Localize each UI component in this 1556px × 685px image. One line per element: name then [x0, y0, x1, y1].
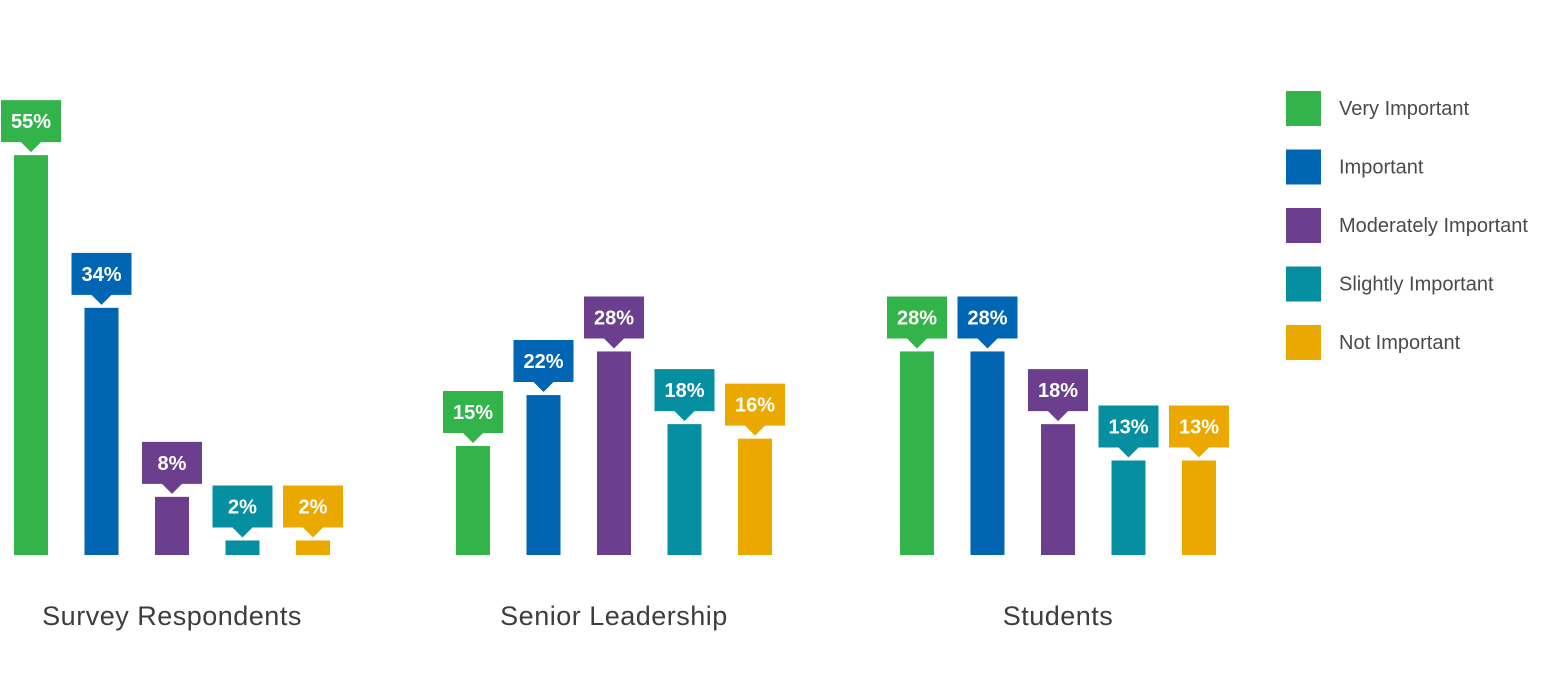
data-label-callout — [513, 340, 574, 393]
bar-moderately-important — [597, 351, 631, 555]
data-label-callout — [887, 296, 947, 349]
legend-swatch-not-important — [1286, 325, 1321, 360]
legend-entry-important: Important — [1339, 157, 1424, 179]
data-label: 8% — [158, 453, 187, 475]
data-label: 13% — [1179, 416, 1219, 438]
data-label-callout — [71, 252, 132, 305]
data-label-callout — [1, 100, 61, 153]
data-label-callout — [1098, 405, 1159, 458]
bar-not-important — [296, 540, 330, 555]
data-label-callout — [584, 296, 644, 349]
data-label-callout — [725, 383, 785, 436]
data-labels-layer: 55% 34% 8% 2% 2% 15% 22% 28% 18% 16% 28% 28% 18% 13% 1… — [1, 100, 1229, 538]
data-label-callout — [443, 390, 503, 443]
legend-swatch-moderately-important — [1286, 208, 1321, 243]
legend: Very Important Important Moderately Import… — [1286, 91, 1528, 360]
bar-moderately-important — [155, 496, 189, 555]
legend-swatch-important — [1286, 149, 1321, 185]
bar-slightly-important — [1111, 460, 1146, 555]
data-label-callout — [212, 485, 273, 538]
bar-important — [970, 351, 1005, 555]
data-label: 18% — [1038, 380, 1078, 402]
legend-entry-slightly-important: Slightly Important — [1339, 274, 1494, 296]
data-label-callout — [283, 485, 343, 538]
data-label: 2% — [299, 496, 328, 518]
data-label: 28% — [967, 307, 1007, 329]
legend-swatch-very-important — [1286, 91, 1321, 126]
legend-entry-very-important: Very Important — [1339, 98, 1470, 120]
bar-very-important — [456, 445, 490, 555]
bar-very-important — [900, 351, 934, 555]
bars-layer — [14, 155, 1216, 555]
category-label: Students — [1003, 601, 1114, 631]
data-label-callout — [654, 369, 715, 422]
bar-slightly-important — [667, 424, 702, 555]
bar-important — [84, 307, 119, 555]
data-label: 2% — [228, 496, 257, 518]
category-label: Senior Leadership — [500, 601, 728, 631]
data-label-callout — [1169, 405, 1229, 458]
data-label: 28% — [594, 307, 634, 329]
data-label: 28% — [897, 307, 937, 329]
bar-not-important — [738, 438, 772, 555]
data-label-callout — [142, 441, 202, 494]
category-label: Survey Respondents — [42, 601, 302, 631]
category-labels-layer: Survey Respondents Senior Leadership Stude… — [42, 601, 1113, 631]
bar-not-important — [1182, 460, 1216, 555]
data-label: 15% — [453, 402, 493, 424]
data-label: 13% — [1108, 416, 1148, 438]
data-label-callout — [957, 296, 1018, 349]
bar-very-important — [14, 155, 48, 555]
data-label: 22% — [523, 351, 563, 373]
bar-moderately-important — [1041, 424, 1075, 555]
data-label: 55% — [11, 111, 51, 133]
data-label: 18% — [664, 380, 704, 402]
legend-entry-moderately-important: Moderately Important — [1339, 215, 1528, 237]
bar-slightly-important — [225, 540, 260, 555]
data-label: 34% — [81, 264, 121, 286]
legend-entry-not-important: Not Important — [1339, 332, 1461, 354]
legend-swatch-slightly-important — [1286, 266, 1321, 302]
data-label: 16% — [735, 395, 775, 417]
bar-important — [526, 395, 561, 555]
data-label-callout — [1028, 369, 1088, 422]
